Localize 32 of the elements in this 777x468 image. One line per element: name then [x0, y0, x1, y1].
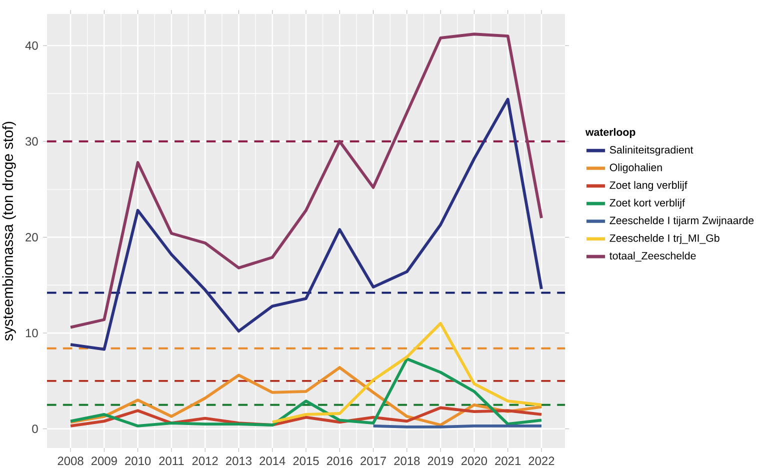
- legend-label: Saliniteitsgradient: [610, 146, 694, 156]
- x-tick-label: 2010: [125, 456, 151, 466]
- line-series: [69, 98, 543, 351]
- x-tick-label: 2008: [58, 456, 84, 466]
- x-tick-label: 2015: [293, 456, 319, 466]
- x-tick-label: 2021: [495, 456, 521, 466]
- x-tick-label: 2019: [428, 456, 454, 466]
- x-tick-label: 2022: [528, 456, 554, 466]
- line-series: [69, 32, 543, 329]
- x-tick-label: 2013: [226, 456, 252, 466]
- x-tick-label: 2016: [326, 456, 352, 466]
- y-tick-label: 10: [26, 328, 38, 338]
- legend-title: waterloop: [585, 128, 636, 138]
- x-tick-label: 2012: [192, 456, 218, 466]
- x-tick-label: 2009: [91, 456, 117, 466]
- x-tick-label: 2020: [461, 456, 488, 466]
- x-tick-label: 2014: [260, 456, 286, 466]
- legend-label: totaal_Zeeschelde: [610, 252, 696, 262]
- y-axis-title: systeembiomassa (ton droge stof): [2, 122, 16, 341]
- legend-label: Zoet kort verblijf: [610, 198, 685, 209]
- legend-label: Zoet lang verblijf: [610, 181, 688, 191]
- legend-label: Oligohalien: [610, 163, 662, 174]
- legend-label: Zeeschelde I trj_MI_Gb: [610, 234, 720, 244]
- y-tick-label: 30: [25, 137, 38, 146]
- x-tick-label: 2011: [159, 456, 184, 466]
- y-tick-label: 40: [25, 41, 38, 50]
- x-tick-label: 2018: [394, 456, 420, 466]
- y-tick-label: 0: [32, 424, 38, 434]
- legend-label: Zeeschelde I tijarm Zwijnaarde: [610, 216, 754, 226]
- x-tick-label: 2017: [360, 456, 386, 466]
- line-series: [270, 322, 543, 424]
- y-tick-label: 20: [26, 232, 38, 242]
